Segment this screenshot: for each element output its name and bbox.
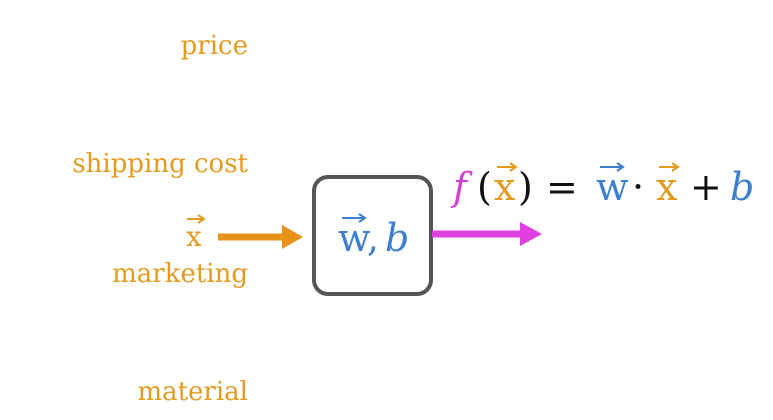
model-weights: w	[338, 216, 371, 260]
vector-arrow	[600, 162, 625, 172]
input-label: x	[186, 220, 202, 253]
feature-label: marketing	[112, 259, 248, 289]
vector-arrow	[187, 214, 206, 224]
formula-plus: +	[690, 165, 722, 209]
formula-paren: )	[518, 165, 533, 209]
vector-arrow	[659, 162, 680, 172]
formula-arg: x	[494, 165, 515, 209]
formula-input: x	[656, 165, 677, 209]
formula-bias: b	[730, 165, 754, 209]
formula-dot: ·	[632, 165, 644, 209]
feature-label: price	[181, 31, 248, 61]
formula-function: f	[450, 165, 473, 209]
output-arrowhead	[520, 222, 542, 246]
model-bias: b	[385, 216, 409, 260]
formula-paren: (	[477, 165, 492, 209]
model-box	[312, 175, 433, 296]
model-separator: ,	[367, 216, 379, 260]
formula-weights: w	[596, 165, 629, 209]
vector-arrow	[497, 162, 518, 172]
formula-equals: =	[546, 165, 578, 209]
feature-label: shipping cost	[72, 149, 248, 179]
feature-label: material	[137, 377, 248, 407]
input-arrowhead	[282, 225, 303, 249]
vector-arrow	[342, 213, 367, 223]
